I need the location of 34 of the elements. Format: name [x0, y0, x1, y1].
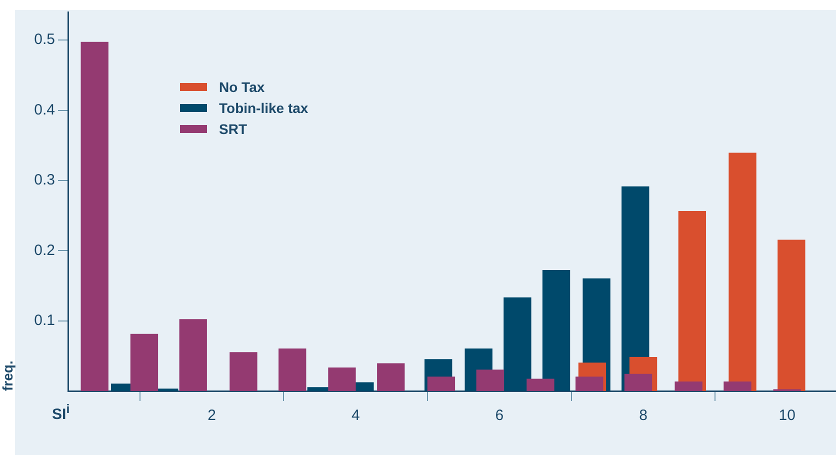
y-tick-label: 0.4 [34, 101, 55, 118]
y-tick-label: 0.3 [34, 172, 55, 189]
legend-label: Tobin-like tax [219, 100, 308, 116]
y-tick-label: 0.1 [34, 312, 55, 329]
bar [427, 376, 456, 391]
bar [576, 376, 604, 391]
bar [728, 152, 756, 391]
bar [542, 270, 570, 391]
bar [278, 348, 306, 391]
x-tick-label: 8 [639, 407, 648, 424]
x-tick-label: 2 [208, 407, 216, 424]
bar [674, 382, 702, 391]
legend-label: SRT [219, 120, 247, 136]
legend-label: No Tax [219, 78, 265, 94]
x-tick-label: 4 [351, 407, 360, 424]
bar [80, 42, 108, 391]
bar [678, 210, 706, 391]
bar [724, 382, 752, 391]
bar [476, 370, 504, 391]
bar [130, 334, 158, 391]
x-axis-title: SI$^{i}$ [52, 402, 70, 423]
bar [778, 240, 806, 391]
bar [179, 319, 207, 391]
bar [526, 378, 554, 391]
bar [504, 297, 532, 391]
bar [624, 374, 652, 391]
x-tick-label: 10 [778, 407, 796, 424]
bar [328, 368, 356, 391]
bar [230, 352, 258, 391]
y-axis-title: freq. [0, 360, 16, 391]
x-tick-label: 6 [495, 407, 504, 424]
bar [377, 363, 405, 391]
y-tick-label: 0.5 [34, 31, 55, 48]
y-tick-label: 0.2 [34, 242, 55, 259]
